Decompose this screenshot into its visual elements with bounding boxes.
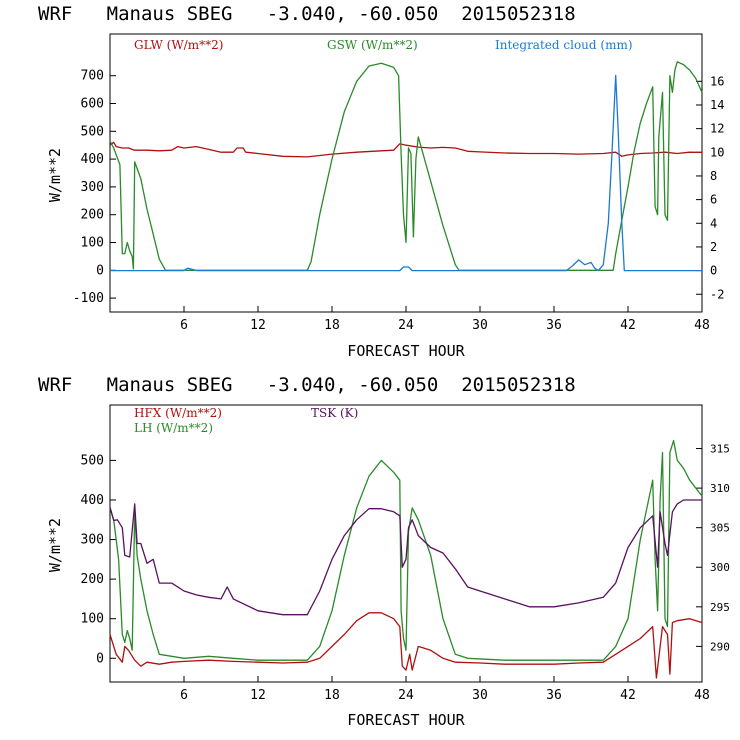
x-tick-label: 48 bbox=[694, 318, 710, 333]
x-tick-label: 42 bbox=[620, 318, 636, 333]
y-tick-label: 100 bbox=[81, 236, 104, 251]
x-tick-label: 18 bbox=[324, 688, 340, 703]
y2-tick-label: -2 bbox=[710, 287, 724, 301]
x-tick-label: 42 bbox=[620, 688, 636, 703]
y-tick-label: 200 bbox=[81, 208, 104, 223]
x-tick-label: 6 bbox=[180, 318, 188, 333]
top-x-axis-label: FORECAST HOUR bbox=[347, 342, 465, 360]
x-tick-label: 48 bbox=[694, 688, 710, 703]
top-series-lines bbox=[109, 61, 703, 272]
y2-tick-label: 14 bbox=[710, 98, 724, 112]
top-y-axis-label: W/m**2 bbox=[46, 148, 64, 202]
y-tick-label: 500 bbox=[81, 124, 104, 139]
x-tick-label: 36 bbox=[546, 688, 562, 703]
x-tick-label: 30 bbox=[472, 318, 488, 333]
y-tick-label: 700 bbox=[81, 69, 104, 84]
bottom-chart-title: WRF Manaus SBEG -3.040, -60.050 20150523… bbox=[38, 374, 576, 396]
x-tick-label: 30 bbox=[472, 688, 488, 703]
bottom-y2-axis: 290 295 300 305 310 315 bbox=[696, 443, 730, 653]
y-tick-label: 300 bbox=[81, 533, 104, 548]
legend-hfx: HFX (W/m**2) bbox=[134, 406, 222, 420]
bottom-series-lines bbox=[109, 439, 703, 679]
top-y2-axis: -2 0 2 4 6 8 10 12 14 16 bbox=[696, 74, 724, 301]
y2-tick-label: 6 bbox=[710, 193, 717, 207]
y2-tick-label: 295 bbox=[710, 601, 730, 614]
y2-tick-label: 8 bbox=[710, 169, 717, 183]
y2-tick-label: 290 bbox=[710, 640, 730, 653]
series-line-glw bbox=[109, 141, 703, 158]
series-line-integrated bbox=[110, 74, 702, 272]
y-tick-label: 300 bbox=[81, 180, 104, 195]
y-tick-label: 600 bbox=[81, 97, 104, 112]
y-tick-label: 100 bbox=[81, 612, 104, 627]
y-tick-label: -100 bbox=[73, 291, 104, 306]
y-tick-label: 0 bbox=[96, 651, 104, 666]
y2-tick-label: 305 bbox=[710, 522, 730, 535]
y2-tick-label: 16 bbox=[710, 74, 724, 88]
y-tick-label: 0 bbox=[96, 263, 104, 278]
bottom-y-axis-label: W/m**2 bbox=[46, 518, 64, 572]
legend-glw: GLW (W/m**2) bbox=[134, 38, 223, 52]
series-line-lh bbox=[109, 439, 703, 661]
x-tick-label: 24 bbox=[398, 688, 414, 703]
legend-gsw: GSW (W/m**2) bbox=[327, 38, 418, 52]
bottom-panel: WRF Manaus SBEG -3.040, -60.050 20150523… bbox=[38, 374, 730, 729]
legend-integrated-cloud: Integrated cloud (mm) bbox=[495, 38, 633, 52]
top-chart-title: WRF Manaus SBEG -3.040, -60.050 20150523… bbox=[38, 3, 576, 25]
bottom-x-axis-label: FORECAST HOUR bbox=[347, 711, 465, 729]
x-tick-label: 24 bbox=[398, 318, 414, 333]
top-panel: WRF Manaus SBEG -3.040, -60.050 20150523… bbox=[38, 3, 724, 360]
bottom-y-axis: 0 100 200 300 400 500 bbox=[81, 453, 116, 666]
y-tick-label: 400 bbox=[81, 493, 104, 508]
series-line-tsk bbox=[109, 499, 702, 616]
y2-tick-label: 0 bbox=[710, 264, 717, 278]
legend-tsk: TSK (K) bbox=[311, 406, 358, 420]
y2-tick-label: 310 bbox=[710, 482, 730, 495]
x-tick-label: 36 bbox=[546, 318, 562, 333]
y2-tick-label: 315 bbox=[710, 443, 730, 456]
legend-lh: LH (W/m**2) bbox=[134, 421, 213, 435]
x-tick-label: 6 bbox=[180, 688, 188, 703]
x-tick-label: 12 bbox=[250, 688, 266, 703]
y2-tick-label: 4 bbox=[710, 216, 717, 230]
y2-tick-label: 12 bbox=[710, 122, 724, 136]
y2-tick-label: 300 bbox=[710, 561, 730, 574]
y2-tick-label: 2 bbox=[710, 240, 717, 254]
series-line-gsw bbox=[109, 61, 703, 271]
y2-tick-label: 10 bbox=[710, 145, 724, 159]
x-tick-label: 12 bbox=[250, 318, 266, 333]
y-tick-label: 200 bbox=[81, 572, 104, 587]
y-tick-label: 500 bbox=[81, 453, 104, 468]
x-tick-label: 18 bbox=[324, 318, 340, 333]
bottom-x-axis: 6 12 18 24 30 36 42 48 bbox=[180, 676, 710, 703]
top-x-axis: 6 12 18 24 30 36 42 48 bbox=[180, 306, 710, 333]
y-tick-label: 400 bbox=[81, 152, 104, 167]
series-line-hfx bbox=[109, 612, 703, 679]
